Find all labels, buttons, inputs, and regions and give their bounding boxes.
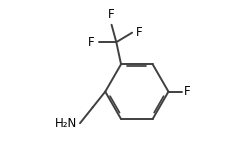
Text: F: F [88, 36, 95, 49]
Text: F: F [136, 26, 143, 39]
Text: F: F [108, 8, 115, 21]
Text: F: F [184, 85, 190, 98]
Text: H₂N: H₂N [55, 117, 78, 130]
